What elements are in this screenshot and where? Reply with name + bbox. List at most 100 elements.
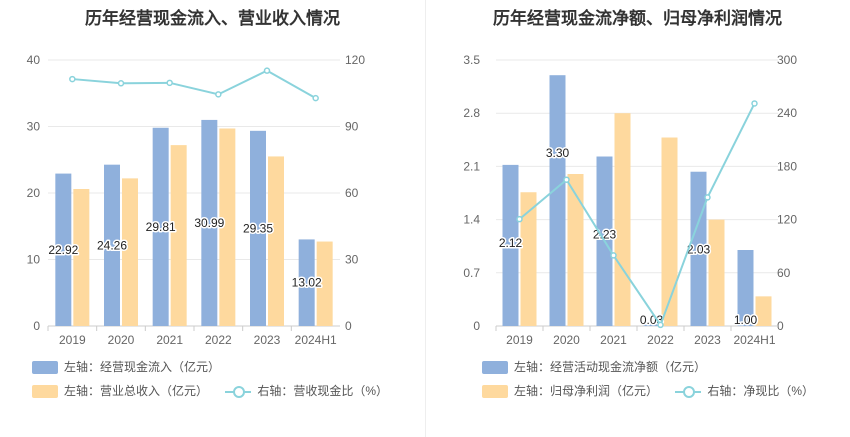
right-axis-tick-label: 240 [777, 106, 797, 120]
legend-label: 左轴：营业总收入（亿元） [64, 384, 209, 398]
legend-swatch-blue [32, 361, 58, 375]
line-point [704, 194, 711, 201]
bar-primary [152, 127, 169, 327]
line-point [263, 67, 271, 74]
bar-bar-secondary [520, 192, 537, 326]
legend-item-revenue[interactable]: 左轴：营业总收入（亿元） [32, 383, 208, 399]
x-axis-tick-label: 2019 [506, 333, 533, 345]
legend-item-ratio[interactable]: 右轴：营收现金比（%） [225, 383, 388, 399]
right-axis-tick-label: 300 [777, 53, 797, 67]
x-axis-tick-label: 2022 [205, 333, 232, 345]
bar-bar-secondary [219, 128, 236, 326]
bar-primary [201, 119, 218, 326]
bar-data-label: 22.92 [48, 243, 78, 257]
line-point [751, 100, 758, 107]
series-line [518, 102, 756, 328]
left-chart-panel: 历年经营现金流入、营业收入情况 0 0 10 30 20 60 30 90 40 120 22.92… [27, 9, 402, 399]
left-axis-tick-label: 0 [33, 319, 40, 333]
x-axis-tick-label: 2020 [108, 333, 135, 345]
legend-label: 右轴：净现比（%） [707, 384, 815, 398]
line-point [563, 176, 570, 183]
left-axis-tick-label: 0 [473, 319, 480, 333]
bar-data-label: 29.35 [243, 221, 273, 235]
line-point [166, 79, 173, 87]
bar-bar-secondary [73, 189, 90, 326]
bar-primary [55, 173, 72, 326]
bar-bar-secondary [661, 137, 678, 326]
legend-item-net-profit[interactable]: 左轴：归母净利润（亿元） [482, 383, 658, 399]
x-axis-tick-label: 2024H1 [733, 333, 775, 345]
bar-bar-secondary [708, 219, 725, 326]
x-axis-tick-label: 2024H1 [295, 333, 337, 345]
right-axis-tick-label: 60 [345, 186, 359, 200]
left-axis-tick-label: 1.4 [463, 213, 480, 227]
bar-bar-secondary [316, 241, 333, 326]
bar-primary [104, 164, 120, 326]
bar-data-label: 2.12 [499, 236, 523, 250]
left-axis-tick-label: 20 [27, 186, 41, 200]
right-axis-tick-label: 120 [345, 53, 365, 67]
x-axis-tick-label: 2021 [156, 333, 183, 345]
x-axis-tick-label: 2022 [647, 333, 674, 345]
legend-item-inflow[interactable]: 左轴：经营现金流入（亿元） [32, 359, 220, 375]
x-axis-tick-label: 2021 [600, 333, 627, 345]
chart-title: 历年经营现金流入、营业收入情况 [85, 9, 340, 28]
bar-primary [502, 164, 519, 326]
right-axis-tick-label: 90 [345, 120, 359, 134]
bar-primary [643, 323, 660, 326]
right-chart-plot: 0 0 0.7 60 1.4 120 2.1 180 2.8 240 3.5 300 2.12 2019 3… [463, 53, 797, 345]
bar-primary [250, 130, 266, 326]
bar-data-label: 3.30 [546, 146, 570, 160]
bar-data-label: 13.02 [292, 276, 322, 290]
left-chart-plot: 0 0 10 30 20 60 30 90 40 120 22.92 2019 24.26 2020 29.… [27, 53, 366, 345]
bar-bar-secondary [122, 178, 138, 326]
legend-label: 左轴：经营活动现金流净额（亿元） [514, 360, 707, 374]
x-axis-tick-label: 2019 [59, 333, 86, 345]
left-axis-tick-label: 10 [27, 253, 41, 267]
legend-swatch-blue [482, 361, 508, 375]
right-axis-tick-label: 30 [345, 253, 359, 267]
legend-row-2: 左轴：营业总收入（亿元） 右轴：营收现金比（%） [32, 383, 402, 399]
left-axis-tick-label: 30 [27, 120, 41, 134]
legend-item-net-cashflow[interactable]: 左轴：经营活动现金流净额（亿元） [482, 359, 706, 375]
legend-label: 右轴：营收现金比（%） [257, 384, 389, 398]
chart-title: 历年经营现金流净额、归母净利润情况 [493, 9, 782, 28]
bar-bar-secondary [614, 113, 631, 326]
legend-item-net-ratio[interactable]: 右轴：净现比（%） [675, 383, 814, 399]
legend-swatch-line [675, 385, 702, 399]
bar-data-label: 30.99 [194, 216, 224, 230]
right-axis-tick-label: 120 [777, 213, 797, 227]
right-chart-panel: 历年经营现金流净额、归母净利润情况 0 0 0.7 60 1.4 120 2.1 180 2.8… [425, 0, 850, 437]
x-axis-tick-label: 2023 [254, 333, 281, 345]
panel-divider [425, 0, 426, 437]
right-axis-tick-label: 60 [777, 266, 791, 280]
legend-label: 左轴：经营现金流入（亿元） [64, 360, 221, 374]
bar-bar-secondary [268, 156, 284, 326]
legend-swatch-orange [32, 385, 58, 399]
right-axis-tick-label: 0 [777, 319, 784, 333]
legend-row-1: 左轴：经营现金流入（亿元） [32, 359, 234, 375]
bar-data-label: 2.03 [687, 243, 711, 257]
line-point [516, 215, 523, 223]
x-axis-tick-label: 2023 [694, 333, 721, 345]
legend-label: 左轴：归母净利润（亿元） [514, 384, 659, 398]
bar-data-label: 1.00 [734, 313, 758, 327]
line-point [312, 94, 319, 102]
bar-primary [298, 239, 315, 326]
bar-primary [549, 75, 566, 326]
bar-bar-secondary [567, 174, 584, 326]
legend-row-1: 左轴：经营活动现金流净额（亿元） [482, 359, 720, 375]
line-point [117, 80, 125, 87]
line-point [69, 75, 76, 83]
left-axis-tick-label: 40 [27, 53, 41, 67]
line-point [657, 321, 664, 329]
left-axis-tick-label: 2.8 [463, 106, 480, 120]
bar-primary [737, 250, 754, 326]
bar-bar-secondary [170, 145, 187, 326]
legend-swatch-line [225, 385, 252, 399]
left-axis-tick-label: 2.1 [463, 159, 480, 173]
left-axis-tick-label: 0.7 [463, 266, 480, 280]
legend-row-2: 左轴：归母净利润（亿元） 右轴：净现比（%） [482, 383, 828, 399]
right-axis-tick-label: 0 [345, 319, 352, 333]
bar-data-label: 24.26 [97, 238, 127, 252]
